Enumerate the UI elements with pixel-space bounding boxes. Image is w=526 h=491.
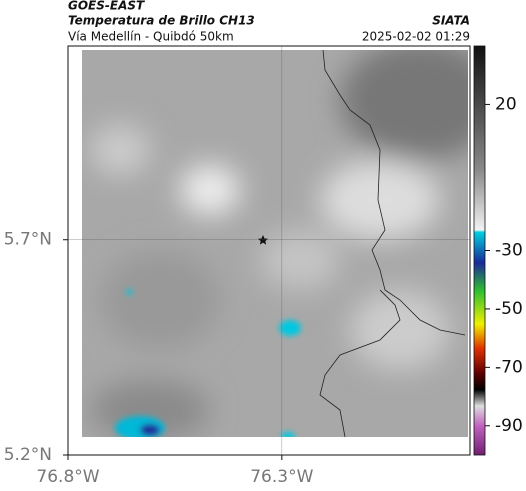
colorbar-tick-label: -30 [495,241,523,261]
colorbar [473,45,486,456]
timestamp: 2025-02-02 01:29 [362,30,470,44]
x-tick-label: 76.8°W [36,467,99,487]
credit: SIATA [432,14,470,28]
y-tick-label: 5.7°N [4,230,52,250]
colorbar-tick-label: -70 [495,357,523,377]
colorbar-tick-label: -50 [495,299,523,319]
map [67,45,471,456]
y-tick-label: 5.2°N [4,445,52,465]
x-tick-label: 76.3°W [250,467,313,487]
title: Temperatura de Brillo CH13 [68,14,255,28]
subtitle: Vía Medellín - Quibdó 50km [68,30,234,44]
colorbar-tick-label: 20 [495,94,517,114]
colorbar-tick-label: -90 [495,416,523,436]
source: GOES-EAST [68,0,145,13]
